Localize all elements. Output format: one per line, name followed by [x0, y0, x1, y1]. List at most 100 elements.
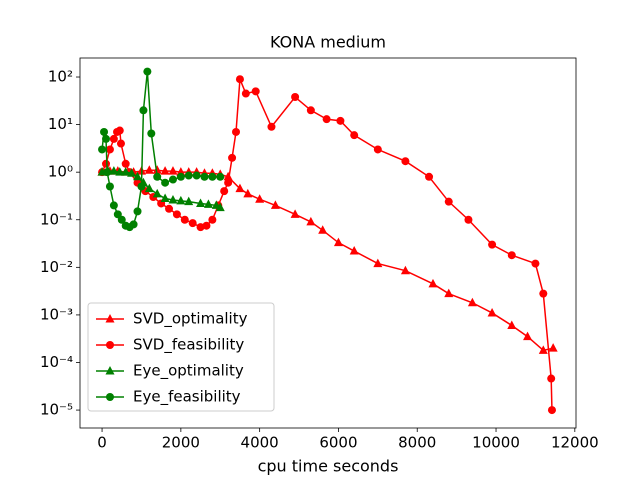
circle-marker [208, 215, 217, 224]
circle-marker [251, 87, 260, 96]
y-tick-label: 10² [48, 68, 73, 86]
triangle-marker [160, 193, 170, 202]
triangle-marker [507, 320, 517, 329]
triangle-marker [109, 166, 119, 175]
legend-label: SVD_feasibility [133, 336, 244, 355]
circle-marker [241, 89, 250, 98]
circle-marker [184, 171, 193, 180]
triangle-marker [255, 194, 265, 203]
circle-marker [100, 127, 109, 136]
triangle-marker [144, 165, 154, 174]
circle-marker [228, 153, 237, 162]
x-tick-label: 12000 [551, 434, 599, 452]
y-tick-label: 10⁻¹ [40, 210, 73, 228]
triangle-marker [215, 202, 225, 212]
circle-marker [547, 374, 556, 383]
circle-marker [137, 182, 146, 191]
circle-marker [109, 134, 118, 143]
plot-area [97, 67, 558, 415]
y-tick-label: 10⁻⁵ [40, 401, 73, 419]
y-tick-label: 10¹ [48, 115, 73, 133]
circle-marker [220, 187, 229, 196]
circle-marker [192, 171, 201, 180]
chart-title: KONA medium [270, 33, 386, 52]
circle-marker [216, 172, 225, 181]
triangle-marker [144, 183, 154, 193]
triangle-marker [373, 258, 383, 268]
y-tick-label: 10⁻³ [40, 305, 73, 323]
circle-marker [168, 175, 177, 184]
circle-marker [165, 204, 174, 213]
triangle-marker [349, 246, 359, 255]
triangle-marker [152, 188, 162, 198]
x-axis-label: cpu time seconds [258, 457, 399, 476]
y-tick-label: 10⁻² [40, 258, 73, 276]
circle-marker [139, 106, 148, 115]
triangle-marker [184, 196, 194, 206]
triangle-marker [160, 166, 170, 175]
legend-label: Eye_feasibility [133, 388, 241, 407]
circle-marker [102, 134, 111, 143]
x-tick-label: 2000 [162, 434, 200, 452]
circle-marker [350, 131, 359, 140]
circle-marker [373, 145, 382, 154]
circle-marker [539, 289, 548, 298]
circle-marker [188, 219, 197, 228]
circle-marker [172, 210, 181, 219]
circle-marker [507, 251, 516, 260]
circle-marker [143, 67, 152, 76]
circle-marker [98, 145, 107, 154]
axes-frame [79, 57, 577, 429]
circle-marker [105, 145, 114, 154]
circle-marker [224, 178, 233, 187]
circle-marker [488, 240, 497, 249]
circle-marker [444, 197, 453, 206]
circle-marker [106, 393, 114, 401]
triangle-marker [400, 265, 410, 275]
circle-marker [103, 168, 112, 177]
legend-label: Eye_optimality [133, 362, 244, 381]
circle-marker [267, 122, 276, 131]
circle-marker [153, 172, 162, 181]
triangle-marker [127, 168, 137, 177]
triangle-marker [115, 167, 125, 176]
circle-marker [306, 106, 315, 115]
circle-marker [235, 75, 244, 84]
triangle-marker [523, 331, 533, 341]
triangle-marker [105, 314, 115, 323]
triangle-marker [105, 366, 115, 375]
circle-marker [322, 115, 331, 124]
triangle-marker [168, 166, 178, 175]
circle-marker [117, 215, 126, 224]
triangle-marker [538, 345, 548, 354]
circle-marker [425, 172, 434, 181]
triangle-marker [133, 171, 143, 181]
triangle-marker [428, 278, 438, 288]
y-tick-label: 10⁰ [48, 163, 73, 181]
triangle-marker [548, 343, 558, 352]
circle-marker [531, 259, 540, 268]
circle-marker [176, 172, 185, 181]
circle-marker [180, 215, 189, 224]
circle-marker [336, 116, 345, 125]
circle-marker [232, 127, 241, 136]
circle-marker [109, 201, 118, 210]
y-tick-label: 10⁻⁴ [40, 353, 73, 371]
circle-marker [105, 182, 114, 191]
circle-marker [202, 221, 211, 230]
circle-marker [291, 93, 300, 102]
circle-marker [161, 178, 170, 187]
circle-marker [208, 172, 217, 181]
circle-marker [106, 341, 114, 349]
triangle-marker [487, 307, 497, 317]
circle-marker [102, 159, 111, 168]
circle-marker [547, 406, 556, 415]
legend-label: SVD_optimality [133, 310, 248, 329]
triangle-marker [290, 209, 300, 218]
triangle-marker [203, 199, 213, 208]
x-tick-label: 0 [97, 434, 107, 452]
triangle-marker [223, 171, 233, 181]
triangle-marker [243, 188, 253, 198]
circle-marker [133, 207, 142, 216]
circle-marker [200, 172, 209, 181]
